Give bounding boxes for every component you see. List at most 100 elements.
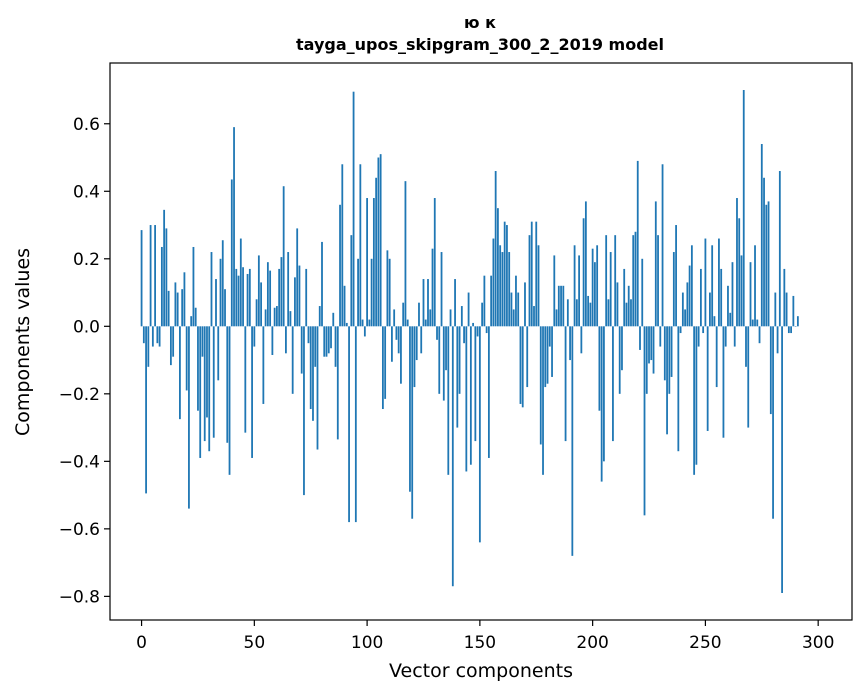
bar (781, 326, 783, 593)
bar (794, 326, 797, 327)
bar (449, 309, 452, 327)
bar (348, 326, 350, 523)
bar (573, 245, 576, 327)
bar (323, 326, 326, 357)
bar (772, 326, 774, 519)
x-axis-ticks: 0 50 100 150 200 250 300 (136, 620, 834, 653)
bar (203, 326, 206, 442)
bar (142, 326, 145, 344)
bar (578, 255, 580, 327)
bar (562, 285, 565, 327)
bar (158, 326, 161, 347)
bar (350, 235, 353, 327)
bar (521, 326, 524, 408)
bar (528, 235, 531, 327)
bar (483, 275, 486, 327)
bar (296, 228, 299, 327)
bar (433, 198, 436, 327)
bar (715, 326, 718, 388)
bar (548, 326, 551, 347)
bar (165, 228, 168, 327)
bar (560, 285, 562, 327)
bar (704, 238, 707, 327)
bar (634, 231, 637, 327)
bar (517, 292, 520, 327)
bar (569, 326, 571, 361)
bar (289, 311, 292, 327)
bar (307, 326, 310, 344)
bar (675, 225, 677, 327)
bar (456, 326, 459, 428)
bar (400, 326, 402, 384)
bar (271, 326, 274, 355)
bar (285, 326, 287, 354)
bar (309, 326, 312, 410)
bar (738, 218, 741, 327)
bar (366, 198, 368, 327)
plot-frame (109, 62, 853, 621)
y-tick-label: 0.2 (73, 250, 100, 270)
y-tick-label: −0.6 (59, 520, 100, 540)
bar (287, 252, 290, 327)
bar (553, 255, 556, 327)
bar (413, 326, 416, 388)
bar (431, 248, 434, 327)
bar (332, 312, 335, 327)
bar (494, 171, 497, 327)
bar (530, 221, 533, 327)
bar (393, 309, 396, 327)
bar (792, 295, 795, 327)
bar (580, 326, 583, 354)
bar (657, 235, 659, 327)
bar (557, 285, 560, 327)
bar (282, 186, 285, 327)
bar (372, 198, 375, 327)
bar (537, 245, 540, 327)
bar (359, 164, 362, 327)
bar (379, 154, 382, 327)
bar (472, 322, 474, 327)
bar (275, 306, 278, 327)
bar (219, 258, 222, 327)
bar (542, 326, 544, 475)
bar (424, 319, 427, 327)
bar (264, 309, 267, 327)
bar (212, 326, 215, 438)
bar (246, 273, 249, 327)
bar (239, 238, 242, 327)
bar (699, 268, 702, 327)
bar (625, 302, 628, 327)
bar (663, 326, 666, 381)
x-tick-label: 200 (576, 633, 608, 653)
bar (587, 295, 590, 327)
bar (596, 245, 599, 327)
bar (745, 326, 747, 367)
bar (749, 262, 752, 327)
bar (391, 326, 393, 362)
bar (260, 282, 262, 327)
bar (763, 177, 765, 327)
bar (643, 326, 646, 516)
bar (197, 326, 199, 411)
bar (679, 326, 682, 334)
bar (179, 326, 181, 420)
bar (519, 326, 522, 404)
y-axis-label: Components values (12, 248, 34, 436)
chart-subtitle: tayga_upos_skipgram_300_2_2019 model (296, 35, 664, 54)
bar (503, 221, 506, 327)
bar (645, 326, 648, 394)
bar (300, 326, 303, 374)
bar (555, 309, 558, 327)
bar (591, 248, 594, 327)
bar (731, 262, 734, 327)
bar (695, 326, 698, 465)
bar (605, 235, 608, 327)
bar (589, 302, 592, 327)
bar (226, 326, 229, 443)
bar (404, 181, 407, 327)
bar (641, 258, 644, 327)
bar (363, 326, 366, 337)
bar (508, 252, 511, 327)
bar (621, 326, 623, 371)
